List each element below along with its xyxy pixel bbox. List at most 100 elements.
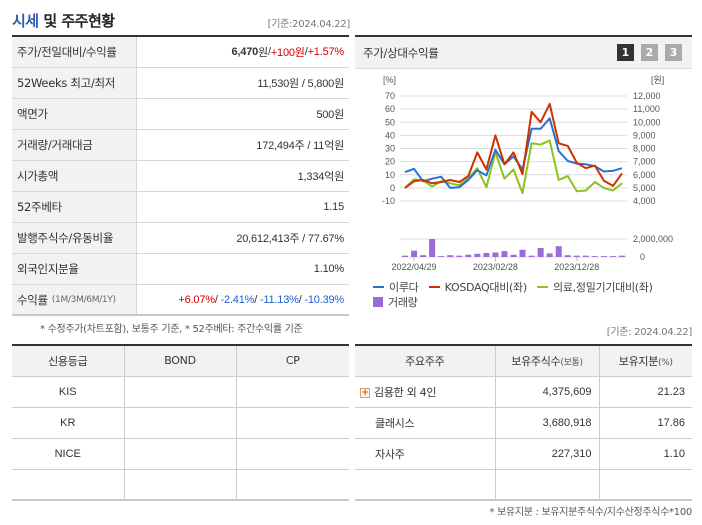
- stake-cell: 21.23: [599, 376, 692, 408]
- legend-label: 거래량: [388, 295, 418, 309]
- svg-text:10: 10: [385, 170, 395, 180]
- section-title: 시세 및 주주현황: [12, 10, 115, 31]
- stake-cell: [599, 469, 692, 501]
- column-header-sub: (보통): [560, 357, 583, 368]
- info-row-volume: 거래량/거래대금 172,494주 / 11억원: [12, 130, 349, 161]
- svg-text:6,000: 6,000: [633, 170, 656, 180]
- info-value: 172,494주 / 11억원: [256, 140, 344, 152]
- column-header-text: 보유지분: [618, 354, 659, 368]
- major-shareholders-table: 주요주주 보유주식수(보통) 보유지분(%) + 김용한 외 4인 4,375,6…: [355, 344, 692, 501]
- returns-periods: (1M/3M/6M/1Y): [51, 294, 116, 305]
- info-value: 1.10%: [313, 263, 344, 275]
- price-change: +100원: [270, 47, 305, 59]
- svg-text:2023/12/28: 2023/12/28: [554, 262, 599, 272]
- price-change-rate: +1.57%: [307, 46, 345, 58]
- legend-item-volume[interactable]: 거래량: [373, 295, 418, 310]
- info-label: 시가총액: [12, 161, 137, 191]
- legend-item-sector[interactable]: 의료,정밀기기대비(좌): [537, 280, 653, 295]
- svg-text:40: 40: [385, 130, 395, 140]
- cp-cell: [236, 376, 349, 408]
- column-header-sub: (%): [658, 357, 673, 368]
- returns-label: 수익률: [17, 292, 48, 307]
- expand-plus-icon[interactable]: +: [360, 387, 370, 398]
- info-row-shares: 발행주식수/유동비율 20,612,413주 / 77.67%: [12, 223, 349, 254]
- cp-cell: [236, 469, 349, 501]
- info-value: 20,612,413주 / 77.67%: [236, 233, 344, 245]
- table-row: + 김용한 외 4인 4,375,609 21.23: [355, 376, 692, 408]
- column-header: 보유주식수(보통): [495, 345, 600, 377]
- info-value: 6,470 원 / +100원 / +1.57%: [137, 37, 349, 67]
- legend-label: 이루다: [389, 280, 419, 294]
- shares-cell: 4,375,609: [495, 376, 600, 408]
- credit-rating-table: 신용등급 BOND CP KIS KR NICE: [12, 344, 349, 501]
- info-label: 주가/전일대비/수익률: [12, 37, 137, 67]
- info-value: 11,530원 / 5,800원: [257, 78, 344, 90]
- bond-cell: [124, 376, 237, 408]
- svg-text:9,000: 9,000: [633, 130, 656, 140]
- quote-info-table: 주가/전일대비/수익률 6,470 원 / +100원 / +1.57% 52We…: [12, 35, 349, 316]
- chart-panel: 주가/상대수익률 1 2 3 [%] [원] 70 12,000 60 11,000 50 1…: [355, 35, 692, 310]
- agency-cell: KIS: [12, 376, 125, 408]
- table-row: NICE: [12, 438, 349, 470]
- info-label: 거래량/거래대금: [12, 130, 137, 160]
- svg-text:0: 0: [640, 252, 645, 262]
- chart-header: 주가/상대수익률 1 2 3: [355, 37, 692, 69]
- info-value: 1,334억원: [297, 171, 345, 183]
- column-header: 보유지분(%): [599, 345, 692, 377]
- column-header: BOND: [124, 345, 237, 377]
- table-row: KIS: [12, 376, 349, 408]
- legend-item-stock[interactable]: 이루다: [373, 280, 419, 295]
- shares-cell: 227,310: [495, 438, 600, 470]
- legend-item-kosdaq[interactable]: KOSDAQ대비(좌): [428, 280, 527, 295]
- svg-text:10,000: 10,000: [633, 117, 661, 127]
- info-value: +6.07% / -2.41% / -11.13% / -10.39%: [178, 293, 344, 306]
- bond-cell: [124, 469, 237, 501]
- holder-name-cell: 자사주: [355, 438, 496, 470]
- svg-text:60: 60: [385, 104, 395, 114]
- table-header-row: 주요주주 보유주식수(보통) 보유지분(%): [355, 345, 692, 377]
- column-header: CP: [236, 345, 349, 377]
- info-label: 외국인지분율: [12, 254, 137, 284]
- svg-text:70: 70: [385, 91, 395, 101]
- return-1y: -10.39%: [304, 293, 344, 306]
- chart-legend: 이루다 KOSDAQ대비(좌) 의료,정밀기기대비(좌) 거래량: [373, 277, 660, 311]
- cp-cell: [236, 438, 349, 470]
- svg-text:[%]: [%]: [383, 75, 396, 85]
- table-header-row: 신용등급 BOND CP: [12, 345, 349, 377]
- holder-name-cell: + 김용한 외 4인: [355, 376, 496, 408]
- chart-page-2-button[interactable]: 2: [641, 44, 658, 61]
- stake-cell: 17.86: [599, 407, 692, 439]
- legend-label: KOSDAQ대비(좌): [444, 280, 527, 294]
- info-value: 1.15: [323, 201, 344, 213]
- info-row-52w: 52Weeks 최고/최저 11,530원 / 5,800원: [12, 68, 349, 99]
- chart-title: 주가/상대수익률: [363, 45, 439, 60]
- column-header-text: 보유주식수: [511, 354, 561, 368]
- info-row-price: 주가/전일대비/수익률 6,470 원 / +100원 / +1.57%: [12, 37, 349, 68]
- bond-cell: [124, 438, 237, 470]
- svg-text:0: 0: [390, 183, 395, 193]
- table-row: 자사주 227,310 1.10: [355, 438, 692, 470]
- table-row: [355, 469, 692, 501]
- chart-page-1-button[interactable]: 1: [617, 44, 634, 61]
- agency-cell: KR: [12, 407, 125, 439]
- basis-date: [기준:2024.04.22]: [267, 19, 351, 30]
- info-row-beta: 52주베타 1.15: [12, 192, 349, 223]
- agency-cell: NICE: [12, 438, 125, 470]
- info-row-returns: 수익률 (1M/3M/6M/1Y) +6.07% / -2.41% / -11.13%…: [12, 285, 349, 316]
- svg-text:7,000: 7,000: [633, 157, 656, 167]
- holder-name-cell: 클래시스: [355, 407, 496, 439]
- column-header: 주요주주: [355, 345, 496, 377]
- chart-page-3-button[interactable]: 3: [665, 44, 682, 61]
- svg-text:30: 30: [385, 144, 395, 154]
- holder-name-cell: [355, 469, 496, 501]
- svg-text:20: 20: [385, 157, 395, 167]
- info-label: 수익률 (1M/3M/6M/1Y): [12, 285, 137, 314]
- holders-basis-date: [기준: 2024.04.22]: [606, 327, 693, 338]
- info-footnote: * 수정주가(차트포함), 보통주 기준, * 52주베타: 주간수익률 기준: [40, 324, 303, 335]
- current-price: 6,470: [231, 46, 259, 58]
- svg-text:5,000: 5,000: [633, 183, 656, 193]
- legend-line-icon: [428, 286, 440, 288]
- svg-text:2023/02/28: 2023/02/28: [473, 262, 518, 272]
- svg-text:[원]: [원]: [651, 75, 664, 85]
- legend-line-icon: [373, 286, 384, 288]
